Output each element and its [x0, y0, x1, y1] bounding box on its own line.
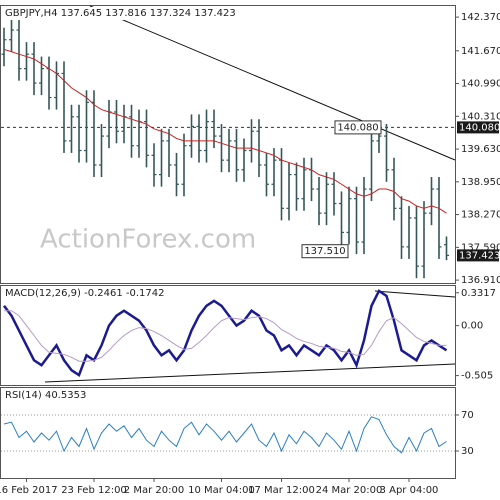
level-label: 140.080: [459, 122, 500, 133]
x-tick-label: 10 Mar 04:00: [188, 485, 255, 496]
y-tick-label: 138.270: [461, 210, 500, 221]
y-tick-label: 140.990: [461, 79, 500, 90]
panel-title: MACD(12,26,9) -0.2461 -0.1742: [5, 288, 165, 299]
panel-title: GBPJPY,H4 137.645 137.816 137.324 137.42…: [5, 8, 236, 19]
rsi-panel: [0, 387, 456, 479]
annotation-label: 140.080: [337, 122, 378, 133]
line: [3, 48, 447, 214]
y-tick-label: 0.00: [461, 321, 483, 332]
price-panel: [0, 5, 456, 284]
y-tick-label: -0.505: [461, 371, 493, 382]
macd-panel: [0, 285, 456, 386]
trend-line: [374, 290, 456, 298]
y-tick-label: 141.670: [461, 46, 500, 57]
panel-title: RSI(14) 40.5353: [5, 390, 86, 401]
x-tick-label: 2 Mar 20:00: [124, 485, 184, 496]
level-box: [457, 121, 499, 134]
title-bg: [3, 389, 89, 402]
trend-line: [89, 5, 456, 161]
y-tick-label: 30: [461, 446, 474, 457]
x-tick-label: 23 Feb 12:00: [61, 485, 127, 496]
line: [4, 310, 447, 362]
x-tick-label: 17 Mar 12:00: [248, 485, 315, 496]
y-tick-label: 0.3317: [461, 288, 496, 299]
y-tick-label: 137.590: [461, 242, 500, 253]
last-price-box: [457, 249, 499, 262]
x-tick-label: 3 Apr 04:00: [380, 485, 439, 496]
title-bg: [3, 287, 167, 300]
y-tick-label: 139.630: [461, 144, 500, 155]
watermark: ActionForex.com: [40, 225, 256, 255]
last-price-label: 137.423: [459, 250, 500, 261]
x-tick-label: 24 Mar 20:00: [316, 485, 383, 496]
title-bg: [3, 7, 238, 20]
y-tick-label: 140.310: [461, 111, 500, 122]
annotation-box: [334, 120, 382, 135]
annotation-label: 137.510: [304, 246, 345, 257]
y-tick-label: 142.370: [461, 12, 500, 23]
y-tick-label: 70: [461, 410, 474, 421]
annotation-box: [301, 244, 349, 259]
line: [3, 289, 448, 378]
x-tick-label: 16 Feb 2017: [0, 485, 58, 496]
y-tick-label: 136.910: [461, 275, 500, 286]
trend-line: [44, 363, 456, 383]
y-tick-label: 138.950: [461, 177, 500, 188]
line: [3, 416, 447, 454]
